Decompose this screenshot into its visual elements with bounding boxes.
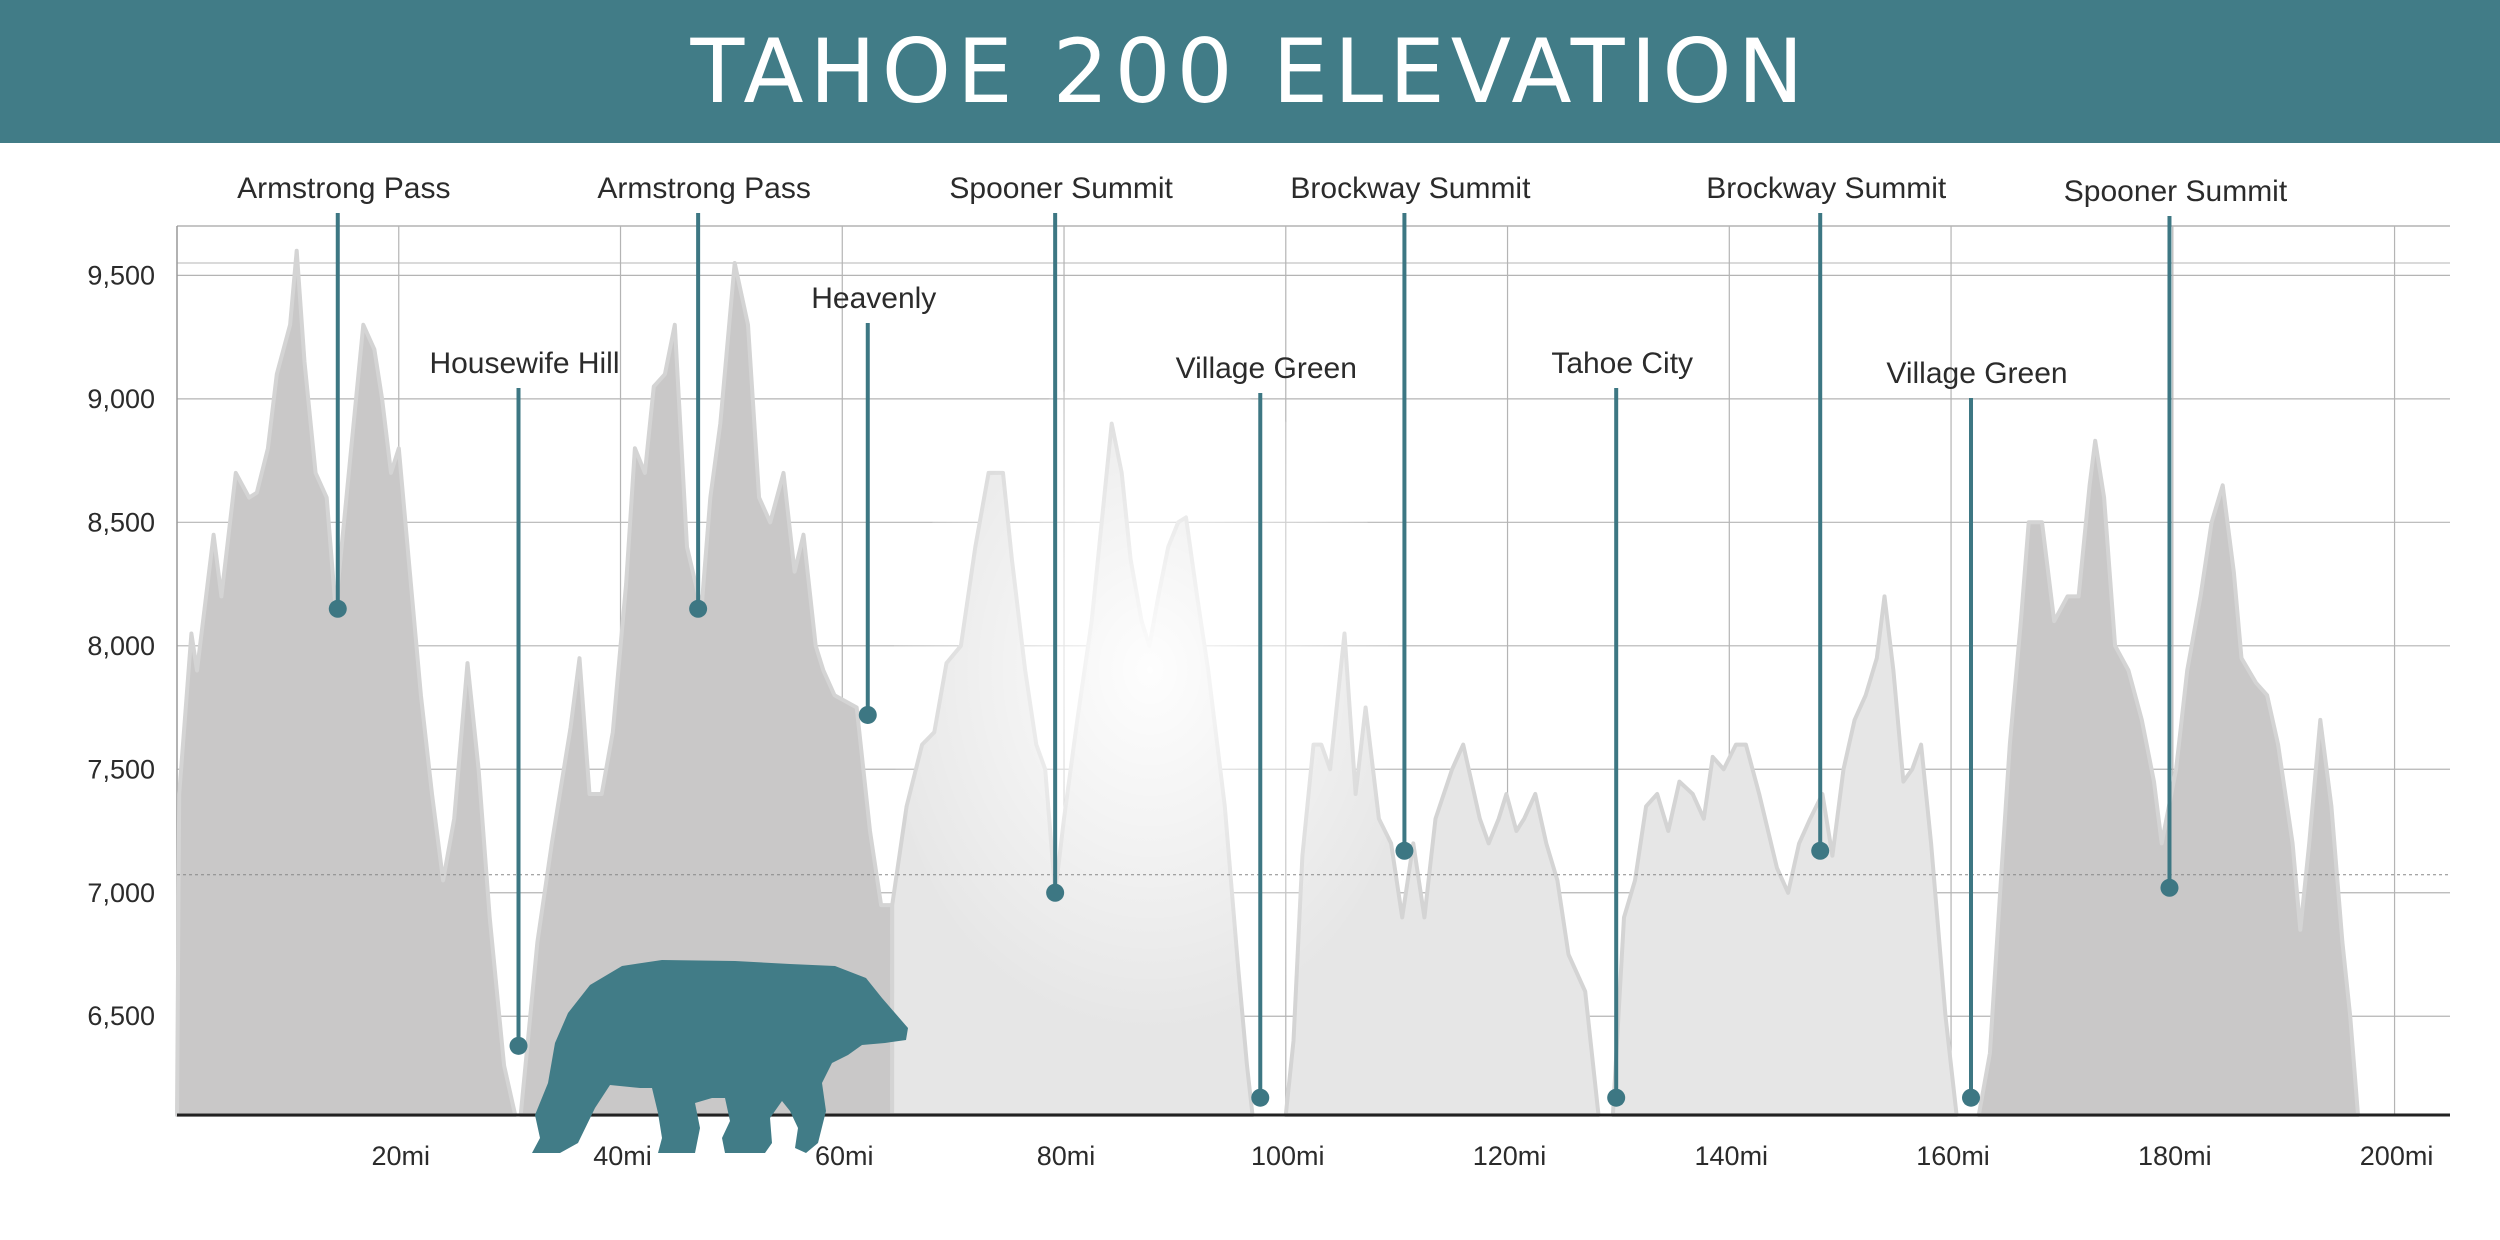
y-tick-label: 7,500	[87, 754, 155, 784]
x-tick-label: 20mi	[371, 1141, 430, 1171]
elevation-segment	[1610, 594, 1959, 1117]
annotation-label: Brockway Summit	[1706, 172, 1947, 205]
annotation-label: Heavenly	[811, 282, 936, 315]
y-tick-label: 8,000	[87, 631, 155, 661]
title-banner: TAHOE 200 ELEVATION	[0, 0, 2500, 143]
annotation-label: Village Green	[1176, 352, 1357, 385]
y-tick-label: 9,000	[87, 384, 155, 414]
axes: 6,500 7,000 7,500 8,000 8,500 9,000 9,500 20mi 4…	[87, 260, 2450, 1171]
annotation-label: Armstrong Pass	[597, 172, 810, 205]
y-tick-label: 8,500	[87, 507, 155, 537]
x-tick-label: 80mi	[1037, 1141, 1096, 1171]
annotations: Armstrong Pass Housewife Hill Armstrong Pa…	[237, 172, 2288, 1107]
annotation-label: Housewife Hill	[429, 347, 619, 380]
x-tick-label: 40mi	[593, 1141, 652, 1171]
annotation-marker	[1251, 1088, 1270, 1107]
annotation-marker	[1607, 1088, 1626, 1107]
annotation-label: Armstrong Pass	[237, 172, 450, 205]
y-tick-label: 9,500	[87, 260, 155, 290]
x-tick-label: 120mi	[1473, 1141, 1547, 1171]
annotation-marker	[1046, 883, 1065, 902]
annotation-marker	[858, 705, 877, 724]
annotation-label: Spooner Summit	[2064, 175, 2288, 208]
chart-title: TAHOE 200 ELEVATION	[690, 20, 1810, 123]
x-tick-label: 200mi	[2360, 1141, 2434, 1171]
elevation-segment	[518, 261, 895, 1117]
annotation-marker	[509, 1036, 528, 1055]
elevation-segment	[175, 248, 518, 1117]
elevation-chart: 6,500 7,000 7,500 8,000 8,500 9,000 9,500 20mi 4…	[87, 172, 2450, 1171]
annotation-marker	[689, 599, 708, 618]
annotation-marker	[1962, 1088, 1981, 1107]
x-tick-label: 140mi	[1695, 1141, 1769, 1171]
x-tick-label: 180mi	[2138, 1141, 2212, 1171]
annotation-marker	[2160, 878, 2179, 897]
x-tick-label: 60mi	[815, 1141, 874, 1171]
annotation-marker	[328, 599, 347, 618]
annotation-marker	[1395, 841, 1414, 860]
bear-silhouette	[532, 960, 908, 1153]
y-tick-label: 7,000	[87, 878, 155, 908]
annotation-label: Spooner Summit	[949, 172, 1173, 205]
annotation-marker	[1811, 841, 1830, 860]
x-tick-label: 160mi	[1916, 1141, 1990, 1171]
y-tick-label: 6,500	[87, 1001, 155, 1031]
annotation-label: Brockway Summit	[1290, 172, 1531, 205]
highlight-glow	[890, 373, 1410, 1033]
annotation-label: Tahoe City	[1551, 347, 1693, 380]
elevation-segment	[1976, 438, 2360, 1117]
annotation-label: Village Green	[1886, 357, 2067, 390]
x-tick-label: 100mi	[1251, 1141, 1325, 1171]
